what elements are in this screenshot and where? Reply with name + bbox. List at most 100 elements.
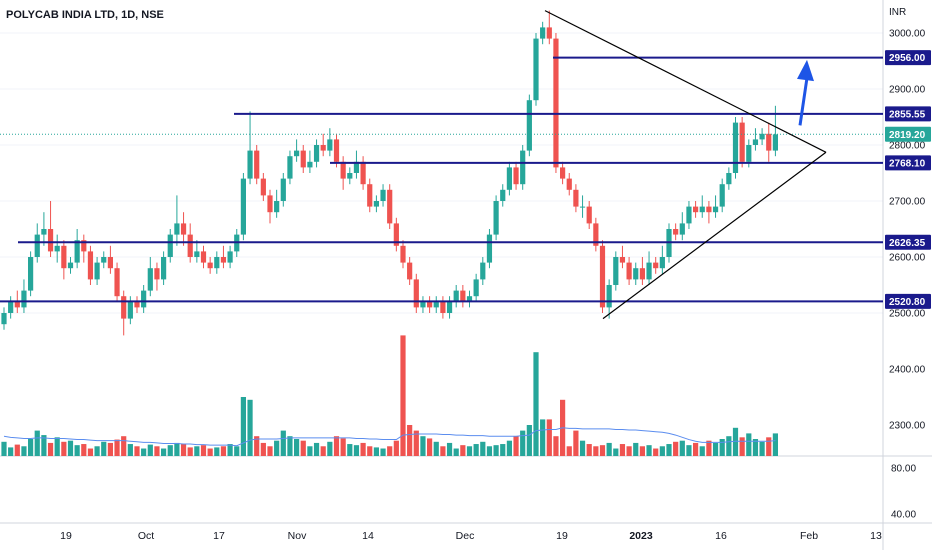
candle-body: [606, 285, 612, 308]
candle-body: [214, 257, 220, 269]
candle-body: [546, 27, 552, 39]
candle-body: [207, 262, 213, 269]
volume-bar: [220, 446, 227, 456]
volume-bar: [287, 436, 293, 456]
candle-body: [121, 296, 127, 319]
candle-body: [446, 301, 453, 313]
candle-body: [393, 223, 399, 246]
volume-bar: [693, 442, 699, 456]
volume-bar: [254, 436, 260, 456]
chart-title: POLYCAB INDIA LTD, 1D, NSE: [6, 9, 164, 21]
candle-body: [220, 257, 227, 263]
volume-bar: [546, 419, 552, 456]
volume-bar: [1, 441, 7, 456]
candle-body: [200, 251, 207, 263]
volume-bar: [54, 437, 60, 456]
price-tick-label: 2600.00: [889, 253, 926, 264]
candle-body: [633, 268, 639, 280]
volume-bar: [639, 446, 645, 456]
price-tick-label: 2900.00: [889, 85, 926, 96]
level-price-badge: [885, 106, 931, 122]
candle-body: [540, 27, 546, 39]
candle-body: [752, 139, 759, 145]
candle-body: [626, 262, 632, 280]
volume-bar: [227, 444, 233, 456]
volume-bar: [659, 446, 665, 456]
volume-bar: [61, 441, 67, 456]
candle-body: [732, 122, 739, 173]
volume-bar: [433, 441, 439, 456]
time-tick-label: 2023: [629, 530, 653, 542]
upper-trendline: [544, 10, 827, 153]
candle-body: [161, 257, 167, 280]
candle-body: [693, 206, 699, 213]
volume-bar: [107, 442, 113, 456]
volume-bar: [506, 440, 512, 456]
volume-ma-line: [3, 427, 776, 447]
candle-body: [579, 206, 586, 208]
volume-bar: [500, 444, 506, 456]
candle-body: [613, 257, 619, 285]
volume-bar: [21, 446, 27, 456]
volume-bar: [300, 440, 306, 456]
volume-bar: [41, 435, 47, 456]
volume-bar: [599, 445, 606, 456]
volume-bar: [626, 446, 632, 456]
level-price-text: 2855.55: [889, 109, 926, 120]
candle-body: [347, 173, 353, 179]
volume-bar: [320, 446, 326, 456]
candle-body: [34, 234, 40, 257]
candle-body: [353, 161, 360, 173]
volume-bar: [8, 447, 14, 456]
level-price-text: 2626.35: [889, 238, 926, 249]
volume-tick-label: 2400.00: [889, 365, 926, 376]
candle-body: [360, 161, 366, 185]
candle-body: [187, 234, 193, 257]
volume-bar: [493, 445, 499, 456]
candle-body: [373, 201, 379, 207]
candle-body: [599, 245, 606, 308]
candle-body: [333, 139, 340, 162]
volume-tick-label: 2300.00: [889, 421, 926, 432]
candle-body: [274, 201, 280, 213]
candle-body: [413, 279, 419, 308]
candle-body: [759, 133, 765, 140]
level-price-badge: [885, 50, 931, 66]
candle-body: [74, 240, 80, 263]
candle-body: [400, 245, 406, 263]
candle-body: [101, 257, 107, 263]
candle-body: [107, 257, 113, 269]
candle-body: [254, 150, 260, 179]
candle-body: [21, 290, 27, 308]
volume-bar: [313, 442, 320, 456]
candle-body: [433, 301, 439, 308]
candle-body: [367, 184, 373, 207]
volume-bar: [586, 444, 592, 456]
candle-body: [41, 229, 47, 235]
level-price-text: 2768.10: [889, 158, 926, 169]
candle-body: [712, 206, 719, 213]
volume-bar: [673, 441, 679, 456]
volume-bar: [726, 436, 732, 456]
time-tick-label: Dec: [456, 530, 475, 542]
volume-bar: [333, 436, 340, 456]
volume-bar: [94, 446, 100, 456]
candle-body: [167, 234, 173, 257]
level-price-text: 2520.80: [889, 297, 926, 308]
price-tick-label: 2500.00: [889, 309, 926, 320]
candle-body: [127, 301, 133, 319]
volume-bar: [367, 446, 373, 456]
candle-body: [407, 262, 413, 280]
volume-bar: [400, 335, 406, 456]
volume-bar: [413, 430, 419, 456]
price-tick-label: 2700.00: [889, 197, 926, 208]
candle-body: [134, 301, 140, 308]
volume-bar: [513, 436, 519, 456]
candle-body: [772, 134, 778, 151]
candle-body: [653, 262, 659, 269]
volume-bar: [613, 448, 619, 456]
candle-body: [141, 290, 147, 308]
volume-bar: [553, 436, 559, 456]
candle-body: [646, 262, 652, 280]
